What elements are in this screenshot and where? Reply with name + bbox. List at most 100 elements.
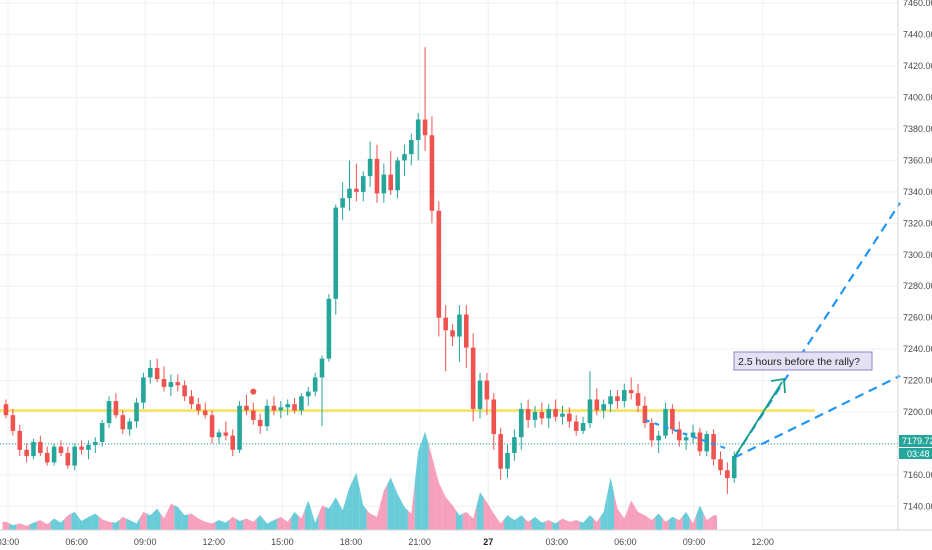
annotation-note[interactable]: 2.5 hours before the rally? — [733, 351, 873, 371]
volume-segment — [401, 500, 408, 530]
volume-segment — [442, 489, 450, 530]
volume-segment — [249, 518, 257, 530]
price-tick-label: 7400.00 — [903, 93, 932, 103]
volume-segment — [394, 485, 402, 530]
time-tick-label: 09:00 — [683, 537, 706, 547]
candle-body — [24, 449, 29, 457]
candle-body — [532, 412, 538, 420]
time-tick-label: 06:00 — [614, 537, 637, 547]
candle-body — [333, 207, 339, 299]
volume-segment — [510, 517, 518, 530]
candle-body — [553, 408, 558, 417]
volume-segment — [407, 482, 415, 530]
volume-segment — [476, 492, 484, 530]
current-price-box — [899, 435, 932, 447]
volume-segment — [91, 513, 99, 530]
drawings[interactable] — [644, 202, 901, 459]
annotation-box[interactable] — [733, 351, 873, 371]
rally-arrow-head — [770, 377, 786, 394]
volume-segment — [16, 523, 24, 530]
candle-body — [127, 421, 132, 430]
candle-body — [216, 432, 222, 438]
candle-body — [3, 404, 9, 416]
volume-segment — [126, 518, 134, 530]
candle-body — [628, 390, 634, 394]
candle-body — [175, 382, 181, 386]
candle-body — [429, 135, 435, 211]
candle-body — [539, 412, 545, 419]
candle-body — [463, 314, 469, 348]
candle-body — [608, 396, 613, 405]
price-tick-label: 7340.00 — [903, 187, 932, 197]
candle-body — [512, 437, 517, 453]
volume-segment — [552, 520, 560, 530]
volume-segment — [352, 472, 360, 530]
volume-segment — [373, 503, 381, 530]
volume-segment — [174, 505, 182, 530]
candle-body — [443, 317, 448, 331]
volume-segment — [366, 509, 374, 530]
volume-segment — [139, 511, 147, 530]
countdown-label: 03:48 — [907, 449, 930, 459]
candle-body — [189, 396, 194, 405]
volume-segment — [98, 516, 106, 530]
candle-body — [113, 401, 119, 416]
candle-body — [457, 314, 462, 337]
candle-body — [271, 405, 277, 411]
volume-segment — [634, 506, 642, 530]
candle-body — [285, 404, 290, 408]
volume-segment — [346, 479, 353, 530]
volume-segment — [421, 431, 429, 530]
candle-body — [319, 358, 325, 378]
volume-segment — [236, 518, 244, 530]
candle-body — [312, 377, 318, 392]
volume-segment — [105, 520, 113, 530]
projection-lower-line[interactable] — [733, 374, 901, 459]
candle-body — [237, 405, 242, 450]
volume-segment — [490, 507, 498, 530]
candle-body — [65, 452, 71, 466]
candle-body — [244, 405, 249, 411]
candle-body — [697, 432, 703, 452]
price-tick-label: 7320.00 — [903, 218, 932, 228]
volume-segment — [462, 511, 470, 530]
volume-segment — [668, 516, 676, 530]
candle-body — [676, 429, 682, 441]
volume-area — [2, 431, 718, 530]
candle-body — [161, 379, 167, 387]
candle-body — [292, 404, 297, 411]
volume-segment — [43, 521, 51, 530]
candle-body — [209, 415, 215, 438]
candle-body — [251, 410, 256, 420]
candle-body — [51, 446, 57, 463]
price-tick-label: 7220.00 — [903, 376, 932, 386]
volume-segment — [23, 524, 31, 530]
volume-segment — [531, 516, 539, 530]
candle-body — [147, 368, 153, 378]
price-tick-label: 7260.00 — [903, 313, 932, 323]
candle-body — [134, 402, 139, 422]
candle-body — [731, 456, 737, 479]
candle-body — [196, 404, 201, 411]
volume-segment — [153, 508, 161, 530]
volume-segment — [593, 516, 601, 530]
current-price-label: 7179.72 — [902, 436, 932, 446]
price-tick-label: 7420.00 — [903, 61, 932, 71]
price-tick-label: 7140.00 — [903, 501, 932, 511]
rally-arrow-line[interactable] — [733, 381, 783, 459]
candle-body — [635, 393, 641, 406]
volume-segment — [469, 505, 477, 530]
time-axis[interactable]: 03:00 06:00 09:00 12:00 15:00 18:00 21:00 27 03:… — [0, 537, 774, 547]
volume-segment — [332, 497, 340, 530]
volume-segment — [339, 498, 347, 530]
volume-segment — [600, 494, 608, 530]
candle-body — [409, 139, 414, 155]
candle-body — [470, 347, 476, 409]
time-tick-label: 03:00 — [0, 537, 19, 547]
candle-body — [415, 119, 421, 140]
volume-segment — [449, 501, 456, 530]
volume-segment — [229, 516, 237, 530]
candle-body — [477, 380, 483, 409]
